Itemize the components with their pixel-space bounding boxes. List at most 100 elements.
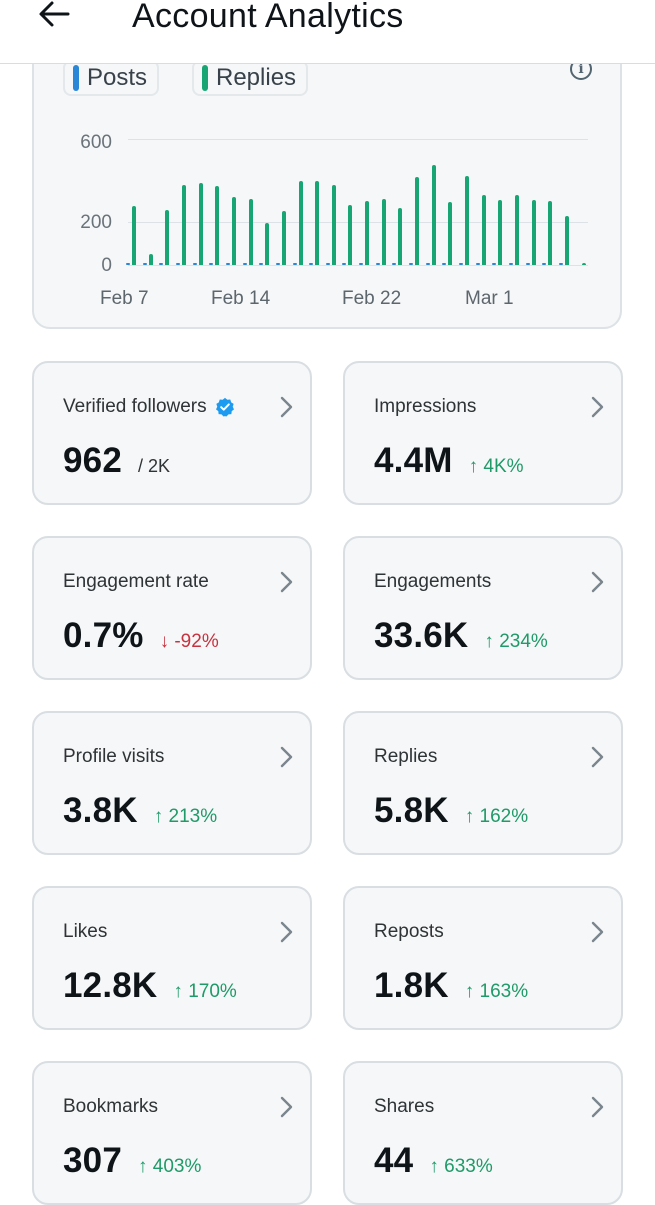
replies-bar[interactable] (148, 254, 153, 265)
replies-bar[interactable] (481, 195, 486, 265)
card-value: 962 (63, 441, 122, 480)
legend-posts[interactable]: Posts (63, 60, 160, 96)
posts-bar[interactable] (142, 263, 147, 265)
replies-bar[interactable] (165, 210, 170, 265)
posts-bar[interactable] (475, 263, 480, 265)
card-bookmarks[interactable]: Bookmarks 307 ↑ 403% (32, 1061, 312, 1205)
replies-bar[interactable] (215, 185, 220, 265)
posts-bar[interactable] (192, 263, 197, 265)
posts-bar[interactable] (409, 262, 414, 265)
change-percent: 163% (479, 981, 529, 1002)
change-percent: 234% (499, 631, 548, 652)
change-percent: 213% (168, 806, 218, 827)
change-percent: 162% (479, 806, 529, 827)
card-value-row: 962 / 2K (63, 441, 170, 481)
change-percent: 170% (188, 981, 237, 1002)
card-reposts[interactable]: Reposts 1.8K ↑ 163% (343, 886, 623, 1030)
replies-bar[interactable] (564, 216, 569, 265)
card-value: 33.6K (374, 616, 469, 655)
replies-bar[interactable] (132, 205, 136, 265)
card-shares[interactable]: Shares 44 ↑ 633% (343, 1061, 623, 1205)
arrow-up-icon: ↑ (153, 806, 164, 827)
replies-bar[interactable] (181, 184, 186, 265)
card-profile-visits[interactable]: Profile visits 3.8K ↑ 213% (32, 711, 312, 855)
replies-bar[interactable] (431, 165, 436, 265)
replies-bar[interactable] (265, 223, 270, 265)
posts-bar[interactable] (542, 263, 547, 265)
replies-bar[interactable] (198, 182, 203, 265)
posts-bar[interactable] (375, 263, 380, 265)
chevron-right-icon (591, 571, 604, 593)
replies-bar[interactable] (581, 262, 586, 265)
replies-bar[interactable] (315, 181, 320, 265)
chart-card: Posts Replies i 600 200 0 Feb 7 Feb 14 F… (32, 20, 622, 329)
card-value: 44 (374, 1141, 414, 1180)
posts-bar[interactable] (225, 263, 230, 265)
posts-bar[interactable] (175, 263, 180, 265)
posts-bar[interactable] (558, 263, 563, 265)
change-badge: ↓ -92% (160, 631, 219, 653)
card-label: Shares (374, 1096, 434, 1118)
replies-bar[interactable] (514, 195, 519, 265)
replies-bar[interactable] (498, 200, 503, 265)
change-badge: ↑ 162% (465, 806, 528, 828)
replies-bar[interactable] (548, 200, 553, 265)
posts-bar[interactable] (126, 263, 130, 265)
replies-bar[interactable] (365, 201, 370, 265)
replies-bar[interactable] (415, 177, 420, 265)
posts-bar[interactable] (209, 263, 214, 265)
posts-bar[interactable] (392, 263, 397, 265)
chevron-right-icon (280, 921, 293, 943)
posts-bar[interactable] (508, 263, 513, 265)
replies-bar[interactable] (465, 175, 469, 265)
card-impressions[interactable]: Impressions 4.4M ↑ 4K% (343, 361, 623, 505)
posts-bar[interactable] (309, 263, 314, 265)
replies-bar[interactable] (248, 199, 253, 265)
card-goal: / 2K (138, 456, 171, 476)
chevron-right-icon (591, 746, 604, 768)
posts-bar[interactable] (459, 263, 463, 265)
card-label-text: Likes (63, 921, 108, 942)
replies-bar[interactable] (348, 204, 353, 265)
chevron-right-icon (280, 746, 293, 768)
replies-bar[interactable] (298, 180, 303, 265)
replies-bar[interactable] (281, 210, 286, 265)
card-label-text: Engagement rate (63, 571, 209, 592)
posts-bar[interactable] (159, 263, 164, 265)
chevron-right-icon (591, 921, 604, 943)
arrow-up-icon: ↑ (464, 981, 475, 1002)
card-value: 0.7% (63, 616, 144, 655)
posts-bar[interactable] (325, 263, 330, 265)
posts-bar[interactable] (242, 263, 247, 265)
back-button[interactable] (34, 0, 74, 34)
x-tick-feb14: Feb 14 (211, 288, 271, 309)
posts-bar[interactable] (359, 263, 364, 265)
card-value-row: 33.6K ↑ 234% (374, 616, 548, 656)
replies-bar[interactable] (531, 200, 536, 265)
card-engagements[interactable]: Engagements 33.6K ↑ 234% (343, 536, 623, 680)
legend-replies[interactable]: Replies (192, 60, 309, 96)
posts-bar[interactable] (425, 263, 430, 265)
card-likes[interactable]: Likes 12.8K ↑ 170% (32, 886, 312, 1030)
posts-bar[interactable] (292, 263, 297, 265)
posts-bar[interactable] (342, 263, 347, 265)
posts-bar[interactable] (492, 263, 497, 265)
posts-bar[interactable] (442, 263, 447, 265)
chevron-right-icon (591, 1096, 604, 1118)
replies-swatch (202, 65, 208, 91)
posts-bar[interactable] (275, 263, 280, 265)
card-label-text: Reposts (374, 921, 444, 942)
replies-bar[interactable] (331, 185, 336, 265)
card-value-row: 3.8K ↑ 213% (63, 791, 217, 831)
card-replies[interactable]: Replies 5.8K ↑ 162% (343, 711, 623, 855)
replies-bar[interactable] (398, 208, 403, 265)
x-tick-feb22: Feb 22 (342, 288, 402, 309)
replies-bar[interactable] (448, 202, 453, 265)
legend-posts-label: Posts (87, 64, 148, 91)
card-engagement-rate[interactable]: Engagement rate 0.7% ↓ -92% (32, 536, 312, 680)
posts-bar[interactable] (525, 263, 530, 265)
posts-bar[interactable] (259, 263, 264, 265)
replies-bar[interactable] (381, 199, 386, 265)
replies-bar[interactable] (231, 196, 236, 265)
card-verified-followers[interactable]: Verified followers 962 / 2K (32, 361, 312, 505)
